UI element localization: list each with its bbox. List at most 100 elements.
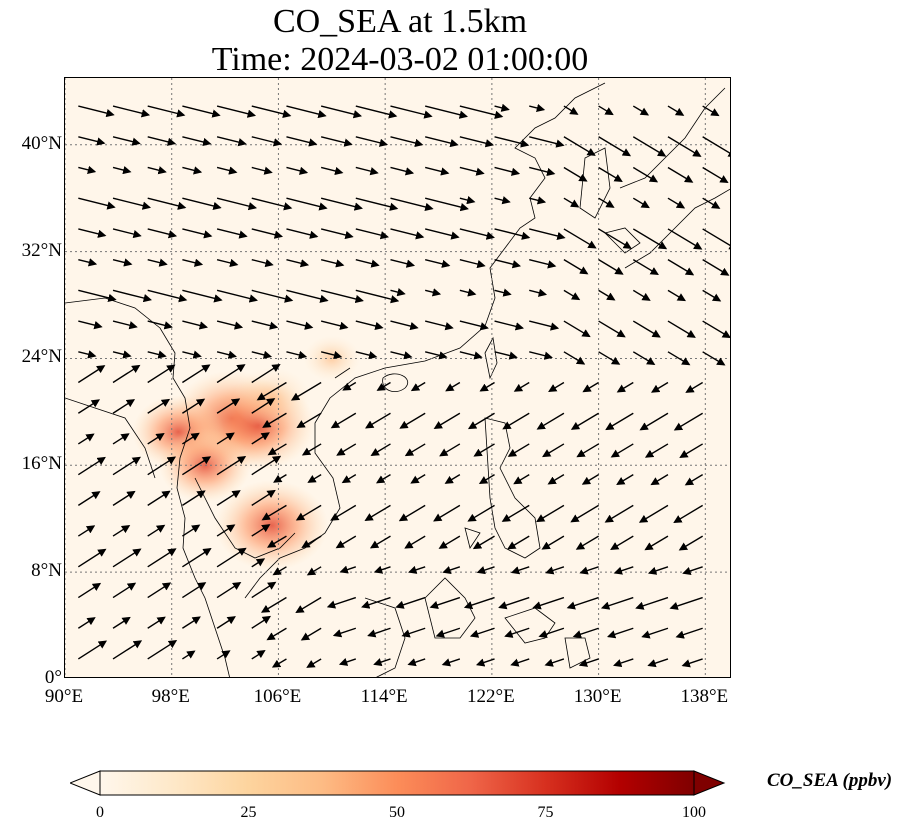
wind-arrow <box>472 535 495 550</box>
wind-arrow <box>273 474 287 483</box>
wind-arrow <box>182 432 200 445</box>
wind-arrow <box>112 136 141 146</box>
wind-arrow <box>256 381 287 401</box>
wind-arrow <box>563 166 588 182</box>
wind-arrow <box>647 658 669 668</box>
wind-arrow <box>529 228 566 241</box>
wind-arrow <box>467 504 495 522</box>
wind-arrow <box>251 320 279 330</box>
wind-arrow <box>182 166 203 175</box>
wind-arrow <box>667 320 696 338</box>
wind-arrow <box>251 136 283 147</box>
colorbar-max-extend <box>693 770 726 796</box>
x-tick-label: 98°E <box>151 686 190 707</box>
map-title-line-2: Time: 2024-03-02 01:00:00 <box>211 41 589 78</box>
wind-arrow <box>494 196 511 205</box>
wind-arrow <box>147 197 187 210</box>
wind-arrow <box>286 258 310 268</box>
wind-arrow <box>476 566 495 575</box>
wind-arrow <box>681 658 703 668</box>
wind-arrow <box>632 136 667 157</box>
wind-arrow <box>112 616 131 629</box>
wind-arrow <box>338 657 357 666</box>
wind-arrow <box>182 197 222 211</box>
wind-arrow <box>650 381 669 393</box>
wind-arrow <box>336 443 357 456</box>
map-plot <box>65 78 730 677</box>
x-tick-label: 130°E <box>573 686 622 707</box>
colorbar-label: CO_SEA (ppbv) <box>767 770 893 791</box>
wind-arrow <box>667 105 685 116</box>
wind-arrow <box>112 456 141 476</box>
wind-arrow <box>632 351 656 366</box>
wind-arrow <box>78 228 107 238</box>
wind-arrow <box>341 474 357 484</box>
wind-arrow <box>301 443 322 456</box>
wind-arrow <box>598 105 614 116</box>
wind-arrow <box>286 320 314 330</box>
wind-arrow <box>182 616 201 629</box>
wind-arrow <box>598 228 632 249</box>
wind-arrow <box>216 364 246 384</box>
wind-arrow <box>77 456 106 476</box>
wind-arrow <box>147 105 186 118</box>
wind-arrow <box>147 582 172 599</box>
wind-arrow <box>216 289 258 303</box>
wind-arrow <box>529 258 557 269</box>
wind-arrow <box>702 259 730 276</box>
wind-arrow <box>548 381 565 393</box>
wind-arrow <box>570 504 599 523</box>
wind-arrow <box>182 105 221 118</box>
wind-arrow <box>330 412 357 429</box>
wind-arrow <box>112 640 143 660</box>
wind-arrow <box>216 581 242 599</box>
x-tick-label: 138°E <box>680 686 729 707</box>
wind-arrow <box>459 288 477 297</box>
wind-arrow <box>667 136 702 157</box>
wind-arrow <box>425 258 451 268</box>
wind-arrow <box>572 627 599 639</box>
y-tick-label: 16°N <box>21 453 62 475</box>
wind-arrow <box>296 412 322 429</box>
x-tick-label: 106°E <box>253 686 302 707</box>
wind-arrow <box>494 320 525 331</box>
wind-arrow <box>459 136 495 148</box>
wind-arrow <box>147 258 168 267</box>
wind-arrow <box>182 548 212 568</box>
wind-arrow <box>401 627 426 638</box>
wind-arrow <box>529 320 560 331</box>
wind-arrow <box>112 399 136 414</box>
wind-arrow <box>147 166 167 175</box>
wind-arrow <box>679 443 704 458</box>
wind-arrow <box>616 474 634 485</box>
wind-arrow <box>216 455 247 476</box>
wind-arrow <box>604 504 634 523</box>
wind-arrow <box>301 535 322 548</box>
wind-arrow <box>286 228 319 239</box>
wind-arrow <box>566 596 599 610</box>
wind-arrow <box>390 320 419 331</box>
wind-arrow <box>494 103 510 112</box>
wind-arrow <box>563 259 589 275</box>
wind-arrow <box>598 289 616 301</box>
y-tick-label: 40°N <box>21 132 62 154</box>
wind-arrow <box>425 228 460 240</box>
wind-arrow <box>286 289 329 303</box>
wind-arrow <box>395 596 426 609</box>
wind-arrow <box>216 547 247 568</box>
wind-arrow <box>112 582 137 599</box>
wind-arrow <box>667 197 686 209</box>
wind-arrow <box>632 259 659 276</box>
wind-arrow <box>355 105 398 119</box>
wind-arrow <box>364 504 391 521</box>
wind-arrow <box>332 627 357 638</box>
wind-arrow <box>632 197 650 209</box>
wind-arrow <box>459 105 504 119</box>
wind-arrow <box>251 398 276 414</box>
wind-arrow <box>182 524 201 537</box>
wind-arrow <box>251 105 292 118</box>
wind-arrow <box>529 136 565 148</box>
wind-arrow <box>271 658 287 668</box>
wind-arrow <box>216 105 257 118</box>
wind-arrow <box>147 289 188 303</box>
